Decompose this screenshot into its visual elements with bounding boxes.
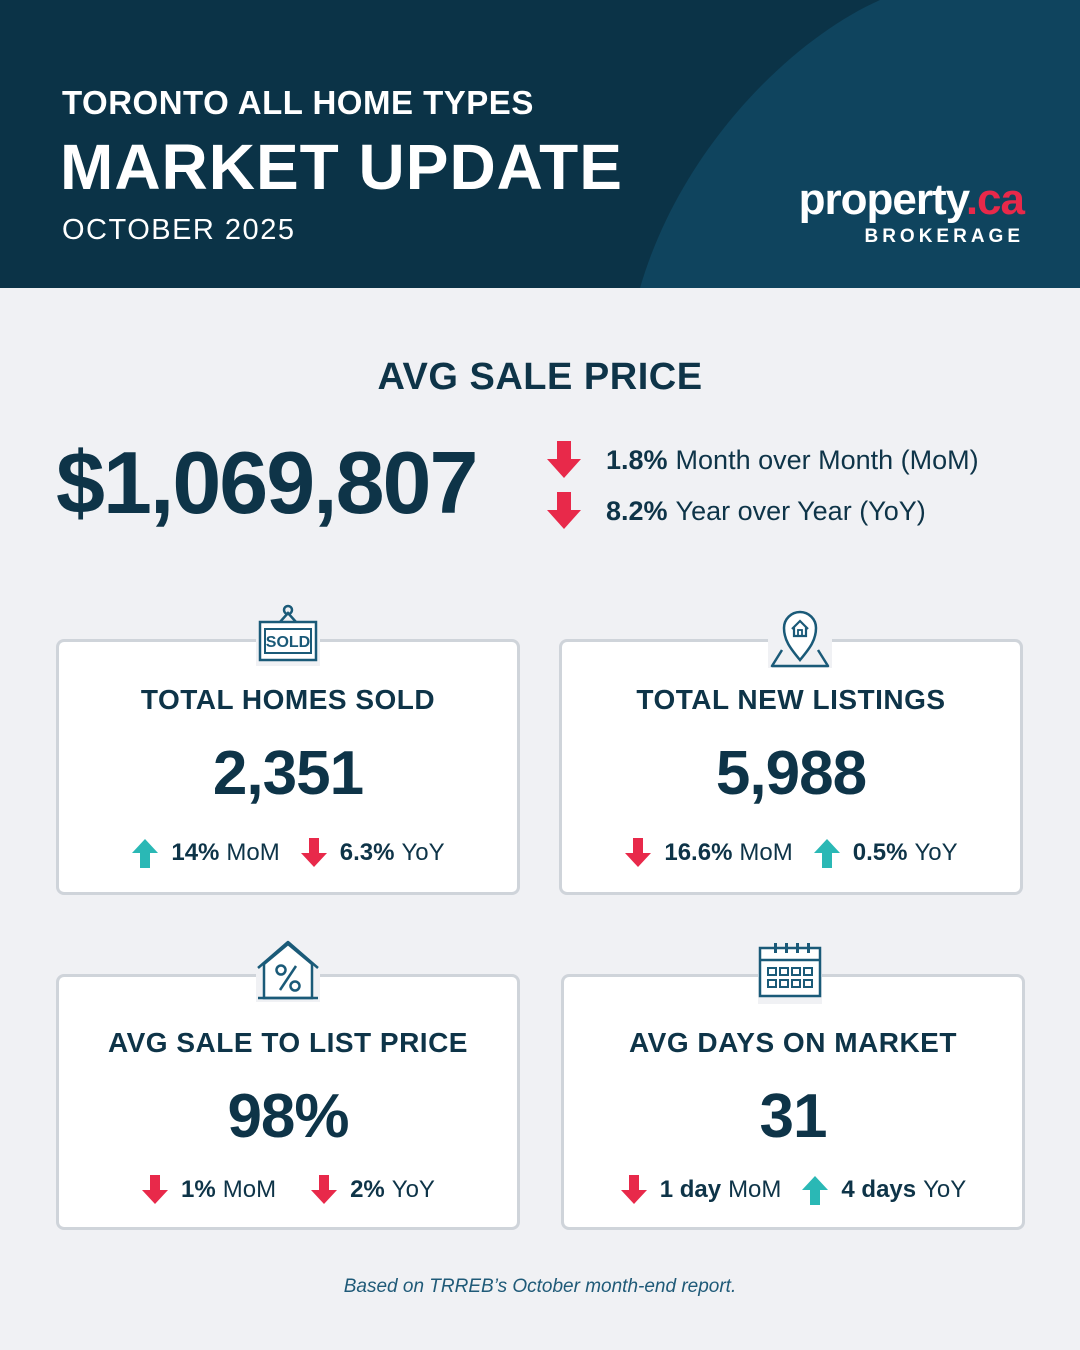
- yoy-change: 6.3% YoY: [300, 838, 445, 868]
- down-arrow-icon: [547, 492, 581, 529]
- card-changes: 1 day MoM 4 days YoY: [564, 1175, 1022, 1205]
- avg-sale-price-value: $1,069,807: [56, 433, 478, 532]
- header-banner: TORONTO ALL HOME TYPES MARKET UPDATE OCT…: [0, 0, 1080, 288]
- card-value: 98%: [227, 1082, 349, 1151]
- card-title: TOTAL NEW LISTINGS: [636, 684, 946, 715]
- header-title: MARKET UPDATE: [60, 131, 623, 203]
- card-value: 2,351: [212, 739, 364, 808]
- mom-change: 14% MoM: [131, 838, 280, 868]
- house-percent-icon: [256, 938, 320, 1002]
- logo-subtext: BROKERAGE: [864, 226, 1024, 247]
- header-arc-decoration: [640, 0, 1080, 288]
- mom-change: 1% MoM: [141, 1175, 276, 1205]
- card-title: TOTAL HOMES SOLD: [140, 684, 436, 715]
- down-arrow-icon: [547, 441, 581, 478]
- source-footnote: Based on TRREB’s October month-end repor…: [343, 1276, 737, 1297]
- card-changes: 16.6% MoM 0.5% YoY: [562, 838, 1020, 868]
- calendar-icon: [758, 940, 822, 1004]
- card-total-homes-sold: TOTAL HOMES SOLD 2,351 14% MoM 6.3% YoY: [56, 639, 520, 895]
- brand-logo: property.ca BROKERAGE: [798, 175, 1025, 248]
- up-arrow-icon: [132, 839, 159, 868]
- card-changes: 1% MoM 2% YoY: [59, 1175, 517, 1205]
- header-date: OCTOBER 2025: [62, 214, 296, 246]
- logo-wordmark: property.ca: [798, 175, 1025, 224]
- avg-price-mom-change: 1.8% Month over Month (MoM): [546, 440, 979, 480]
- card-avg-days-on-market: AVG DAYS ON MARKET 31 1 day MoM 4 days YoY: [561, 974, 1025, 1230]
- mom-change: 16.6% MoM: [624, 838, 793, 868]
- card-value: 5,988: [715, 739, 867, 808]
- svg-text:SOLD: SOLD: [266, 634, 310, 651]
- mom-change: 1 day MoM: [620, 1175, 781, 1205]
- home-location-pin-icon: [768, 604, 832, 668]
- yoy-change: 2% YoY: [310, 1175, 435, 1205]
- card-value: 31: [759, 1082, 828, 1151]
- card-title: AVG DAYS ON MARKET: [629, 1027, 957, 1058]
- yoy-change: 4 days YoY: [801, 1175, 966, 1205]
- down-arrow-icon: [620, 1175, 647, 1204]
- header-subtitle: TORONTO ALL HOME TYPES: [62, 84, 534, 121]
- sold-sign-icon: SOLD: [256, 602, 320, 666]
- card-total-new-listings: TOTAL NEW LISTINGS 5,988 16.6% MoM 0.5% Yo…: [559, 639, 1023, 895]
- down-arrow-icon: [311, 1175, 338, 1204]
- card-title: AVG SALE TO LIST PRICE: [107, 1027, 468, 1058]
- up-arrow-icon: [813, 839, 840, 868]
- avg-sale-price-title: AVG SALE PRICE: [377, 356, 703, 398]
- up-arrow-icon: [802, 1176, 829, 1205]
- card-changes: 14% MoM 6.3% YoY: [59, 838, 517, 868]
- down-arrow-icon: [625, 838, 652, 867]
- card-avg-sale-to-list: AVG SALE TO LIST PRICE 98% 1% MoM 2% YoY: [56, 974, 520, 1230]
- yoy-change: 0.5% YoY: [813, 838, 958, 868]
- avg-price-yoy-change: 8.2% Year over Year (YoY): [546, 491, 926, 531]
- down-arrow-icon: [142, 1175, 169, 1204]
- down-arrow-icon: [300, 838, 327, 867]
